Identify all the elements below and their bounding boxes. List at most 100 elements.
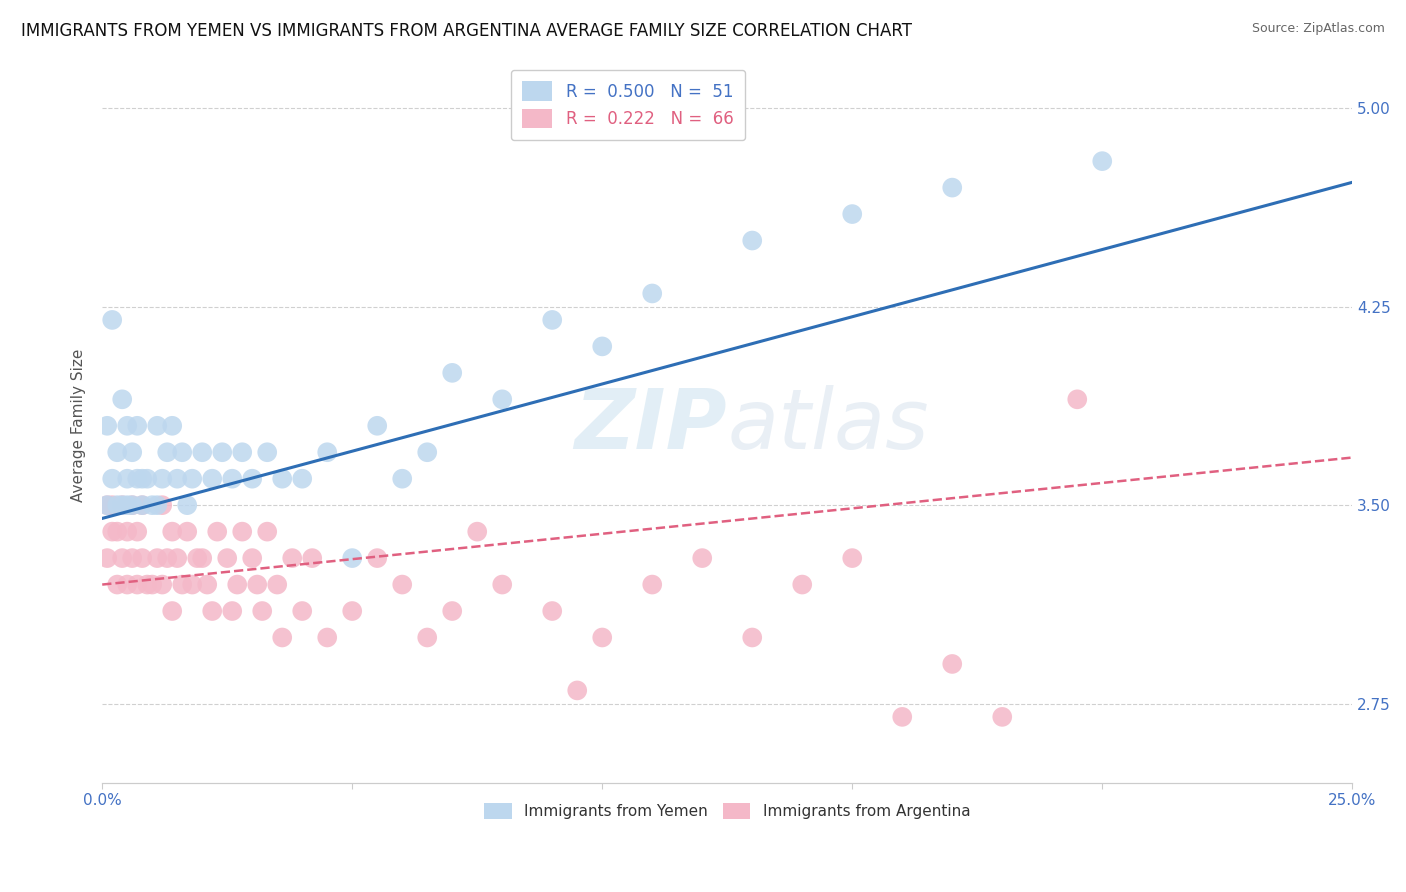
Point: [641, 286, 664, 301]
Point: [111, 498, 134, 512]
Point: [127, 472, 149, 486]
Point: [121, 445, 143, 459]
Point: [416, 631, 439, 645]
Point: [226, 577, 249, 591]
Point: [211, 445, 233, 459]
Point: [301, 551, 323, 566]
Point: [221, 604, 243, 618]
Point: [991, 710, 1014, 724]
Point: [176, 498, 198, 512]
Point: [160, 604, 183, 618]
Point: [150, 472, 173, 486]
Point: [131, 498, 153, 512]
Point: [115, 498, 138, 512]
Point: [591, 339, 613, 353]
Point: [131, 498, 153, 512]
Point: [156, 551, 179, 566]
Point: [150, 498, 173, 512]
Point: [105, 498, 128, 512]
Point: [96, 498, 118, 512]
Point: [316, 445, 339, 459]
Point: [246, 577, 269, 591]
Point: [96, 498, 118, 512]
Point: [240, 472, 263, 486]
Point: [111, 498, 134, 512]
Point: [491, 392, 513, 407]
Point: [342, 551, 364, 566]
Point: [491, 577, 513, 591]
Text: atlas: atlas: [727, 385, 929, 467]
Point: [186, 551, 208, 566]
Point: [146, 498, 169, 512]
Point: [690, 551, 713, 566]
Point: [221, 472, 243, 486]
Point: [121, 551, 143, 566]
Point: [256, 445, 278, 459]
Point: [591, 631, 613, 645]
Point: [181, 472, 204, 486]
Point: [792, 577, 814, 591]
Point: [141, 498, 163, 512]
Point: [136, 577, 159, 591]
Point: [240, 551, 263, 566]
Point: [231, 524, 253, 539]
Point: [131, 472, 153, 486]
Point: [841, 207, 863, 221]
Point: [256, 524, 278, 539]
Point: [101, 524, 124, 539]
Point: [391, 577, 413, 591]
Point: [1066, 392, 1088, 407]
Point: [741, 234, 763, 248]
Point: [191, 445, 214, 459]
Point: [131, 551, 153, 566]
Point: [96, 418, 118, 433]
Point: [115, 472, 138, 486]
Point: [160, 524, 183, 539]
Point: [291, 472, 314, 486]
Point: [205, 524, 228, 539]
Point: [141, 577, 163, 591]
Point: [342, 604, 364, 618]
Point: [291, 604, 314, 618]
Point: [176, 524, 198, 539]
Point: [316, 631, 339, 645]
Point: [127, 524, 149, 539]
Point: [416, 445, 439, 459]
Point: [941, 180, 963, 194]
Point: [201, 472, 224, 486]
Point: [166, 551, 188, 566]
Point: [281, 551, 304, 566]
Point: [366, 418, 388, 433]
Point: [101, 313, 124, 327]
Point: [101, 498, 124, 512]
Point: [250, 604, 273, 618]
Point: [567, 683, 589, 698]
Point: [136, 472, 159, 486]
Point: [366, 551, 388, 566]
Point: [172, 445, 194, 459]
Point: [191, 551, 214, 566]
Point: [146, 551, 169, 566]
Point: [115, 524, 138, 539]
Text: IMMIGRANTS FROM YEMEN VS IMMIGRANTS FROM ARGENTINA AVERAGE FAMILY SIZE CORRELATI: IMMIGRANTS FROM YEMEN VS IMMIGRANTS FROM…: [21, 22, 912, 40]
Point: [231, 445, 253, 459]
Point: [941, 657, 963, 671]
Point: [195, 577, 218, 591]
Text: Source: ZipAtlas.com: Source: ZipAtlas.com: [1251, 22, 1385, 36]
Point: [1091, 154, 1114, 169]
Point: [465, 524, 488, 539]
Point: [105, 445, 128, 459]
Point: [101, 472, 124, 486]
Point: [391, 472, 413, 486]
Point: [105, 577, 128, 591]
Point: [271, 472, 294, 486]
Point: [127, 577, 149, 591]
Point: [115, 418, 138, 433]
Point: [156, 445, 179, 459]
Point: [541, 313, 564, 327]
Point: [741, 631, 763, 645]
Point: [111, 392, 134, 407]
Point: [217, 551, 239, 566]
Point: [127, 418, 149, 433]
Point: [121, 498, 143, 512]
